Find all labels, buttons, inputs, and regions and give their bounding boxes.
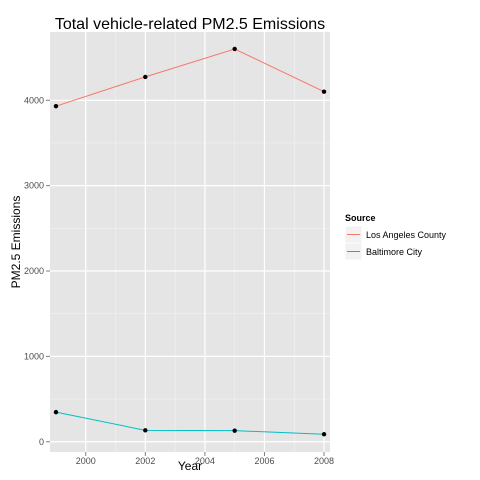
- data-point: [321, 432, 327, 437]
- x-ticks: 2000 2002 2004 2006 2008: [76, 452, 334, 466]
- legend-entries: Los Angeles County Baltimore City: [344, 225, 447, 261]
- data-point: [321, 89, 327, 94]
- data-point: [143, 428, 148, 433]
- legend: Source Los Angeles County Baltimore City: [344, 213, 447, 261]
- chart-title: Total vehicle-related PM2.5 Emissions: [55, 16, 325, 33]
- legend-title: Source: [345, 213, 376, 223]
- data-point: [232, 428, 237, 433]
- series-line-0: [55, 48, 325, 107]
- legend-label: Los Angeles County: [366, 230, 447, 240]
- y-tick-label: 3000: [24, 181, 44, 191]
- y-tick-label: 2000: [24, 266, 44, 276]
- x-tick-label: 2002: [135, 456, 155, 466]
- x-tick-label: 2004: [195, 456, 215, 466]
- data-point: [232, 46, 237, 52]
- x-axis-title: Year: [178, 459, 202, 473]
- y-tick-label: 4000: [24, 95, 44, 105]
- y-tick-label: 0: [39, 437, 44, 447]
- grid-layer: [50, 32, 330, 452]
- y-tick-label: 1000: [24, 351, 44, 361]
- plot-panel: [50, 32, 330, 452]
- legend-label: Baltimore City: [366, 247, 423, 257]
- x-tick-label: 2008: [314, 456, 334, 466]
- series-layer: [53, 46, 327, 437]
- x-tick-label: 2006: [254, 456, 274, 466]
- x-tick-label: 2000: [76, 456, 96, 466]
- y-ticks: 0 1000 2000 3000 4000: [24, 95, 50, 447]
- data-point: [53, 103, 59, 109]
- y-axis-title: PM2.5 Emissions: [9, 196, 23, 289]
- series-line-1: [55, 411, 325, 435]
- data-point: [53, 409, 59, 415]
- data-point: [143, 74, 148, 80]
